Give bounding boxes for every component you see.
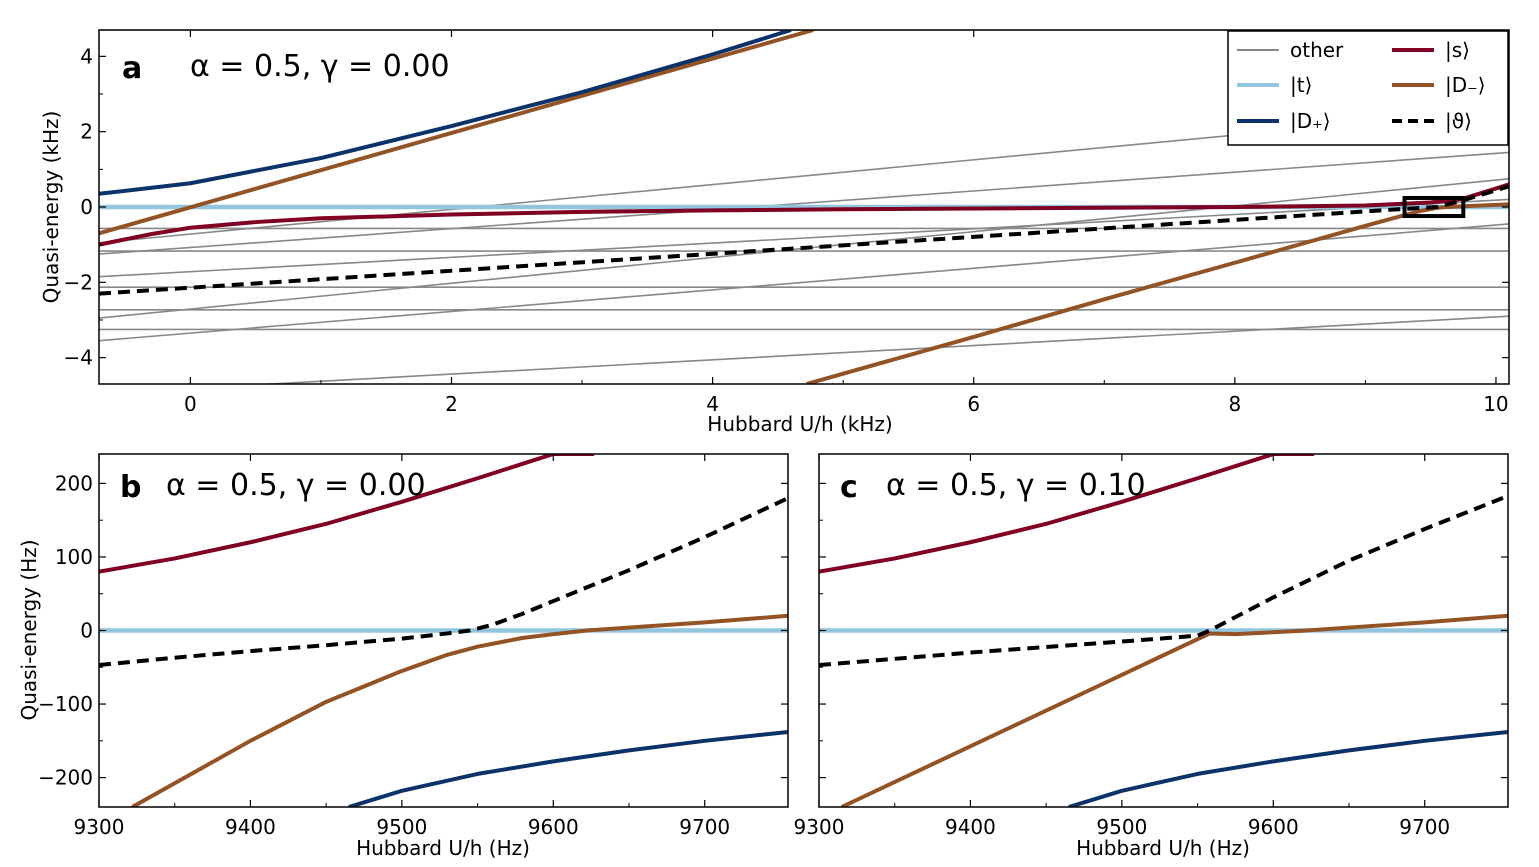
panel-a-ytick-label: −4 <box>64 346 93 370</box>
panel-c-xtick-label: 9600 <box>1248 815 1299 839</box>
panel-c-xlabel: Hubbard U/h (Hz) <box>1076 836 1250 860</box>
panel-a-ticks: 0 2 4 6 8 10 −4 −2 0 2 4 <box>64 30 1509 416</box>
panel-a-series-D-plus-13 <box>99 30 792 196</box>
panel-a-ytick-label: 2 <box>80 120 93 144</box>
legend-entry-D-plus: |D₊⟩ <box>1237 109 1331 133</box>
panel-a-series-theta-17 <box>99 184 1509 296</box>
panel-a-series-s-16 <box>99 182 1509 247</box>
panel-b-series-D-plus-2 <box>348 730 788 807</box>
legend-entry-D-minus: |D₋⟩ <box>1392 73 1486 97</box>
legend-label-D-minus: |D₋⟩ <box>1445 73 1486 97</box>
panel-c-xtick-label: 9700 <box>1399 815 1450 839</box>
panel-c-series-D-plus-2 <box>1068 730 1508 807</box>
panel-a-xlabel: Hubbard U/h (kHz) <box>707 412 892 436</box>
panel-b-xtick-label: 9600 <box>528 815 579 839</box>
panel-c: 9300 9400 9500 9600 9700 c α = 0.5, γ = 0.10… <box>794 453 1509 860</box>
panel-a-ytick-label: −2 <box>64 270 93 294</box>
panel-b-xtick-label: 9300 <box>74 815 125 839</box>
panel-a-ylabel: Quasi-energy (kHz) <box>39 111 63 304</box>
legend-label-t: |t⟩ <box>1290 73 1312 97</box>
legend-label-D-plus: |D₊⟩ <box>1290 109 1331 133</box>
panel-b-ytick-label: −100 <box>38 692 93 716</box>
panel-a-xtick-label: 0 <box>184 392 197 416</box>
panel-c-series-theta-4 <box>819 494 1508 668</box>
panel-a-frame <box>98 29 1510 385</box>
panel-a-series-D-minus-14 <box>99 30 814 236</box>
panel-c-letter: c <box>840 470 858 505</box>
panel-b-series-D-minus-3 <box>131 613 788 807</box>
panel-b-xtick-label: 9700 <box>679 815 730 839</box>
panel-c-series-D-minus-3 <box>840 613 1508 807</box>
legend-entry-s: |s⟩ <box>1392 38 1470 62</box>
legend-label-s: |s⟩ <box>1445 38 1470 62</box>
panel-a-xtick-label: 2 <box>445 392 458 416</box>
panel-c-xtick-label: 9400 <box>945 815 996 839</box>
legend-label-theta: |ϑ⟩ <box>1445 109 1472 133</box>
panel-a-series-other-6 <box>99 198 1509 278</box>
panel-a-series-other-10 <box>99 223 1509 342</box>
panel-a-xtick-label: 10 <box>1483 392 1508 416</box>
panel-b-xtick-label: 9500 <box>376 815 427 839</box>
panel-a-zoom-box <box>1402 195 1466 219</box>
panel-b-plot-area <box>99 454 788 807</box>
panel-c-frame <box>818 453 1509 808</box>
panel-c-plot-area <box>819 454 1508 807</box>
panel-c-xtick-label: 9300 <box>794 815 845 839</box>
panel-b-ytick-label: 0 <box>80 619 93 643</box>
panel-b-series-s-1 <box>99 454 595 574</box>
panel-b-ticks: 9300 9400 9500 9600 9700 −200 −100 0 100 200 <box>38 454 788 839</box>
panel-a-xtick-label: 6 <box>967 392 980 416</box>
panel-b-series-theta-4 <box>99 496 788 668</box>
legend: other |t⟩ |D₊⟩ |s⟩ |D₋⟩ |ϑ⟩ <box>1227 30 1509 146</box>
panel-a-series-D-minus-15 <box>806 202 1509 384</box>
panel-c-title: α = 0.5, γ = 0.10 <box>886 468 1146 503</box>
panel-b-title: α = 0.5, γ = 0.00 <box>166 468 426 503</box>
legend-entry-theta: |ϑ⟩ <box>1392 109 1472 133</box>
panel-a-xtick-label: 8 <box>1228 392 1241 416</box>
panel-a-xtick-label: 4 <box>706 392 719 416</box>
panel-b-ytick-label: 100 <box>55 545 93 569</box>
panel-a-title: α = 0.5, γ = 0.00 <box>190 49 450 84</box>
panel-b-ylabel: Quasi-energy (Hz) <box>17 539 41 720</box>
panel-a-series-other-8 <box>99 151 1509 255</box>
legend-entry-t: |t⟩ <box>1237 73 1312 97</box>
panel-b: 9300 9400 9500 9600 9700 −200 −100 0 100 200 b α … <box>17 453 789 860</box>
panel-a-ytick-label: 0 <box>80 195 93 219</box>
panel-a: 0 2 4 6 8 10 −4 −2 0 2 4 a α = 0.5, γ = 0.00 Hubba… <box>39 29 1510 436</box>
panel-b-xlabel: Hubbard U/h (Hz) <box>356 836 530 860</box>
panel-b-ytick-label: −200 <box>38 766 93 790</box>
panel-a-plot-area <box>99 30 1509 384</box>
legend-label-other: other <box>1290 38 1344 62</box>
legend-entry-other: other <box>1237 38 1344 62</box>
panel-b-xtick-label: 9400 <box>225 815 276 839</box>
panel-c-xtick-label: 9500 <box>1096 815 1147 839</box>
panel-b-letter: b <box>120 470 141 505</box>
panel-b-frame <box>98 453 789 808</box>
panel-b-ytick-label: 200 <box>55 471 93 495</box>
panel-a-series-other-11 <box>256 315 1509 384</box>
panel-a-letter: a <box>122 51 142 86</box>
panel-c-series-s-1 <box>819 454 1315 574</box>
panel-a-ytick-label: 4 <box>80 44 93 68</box>
